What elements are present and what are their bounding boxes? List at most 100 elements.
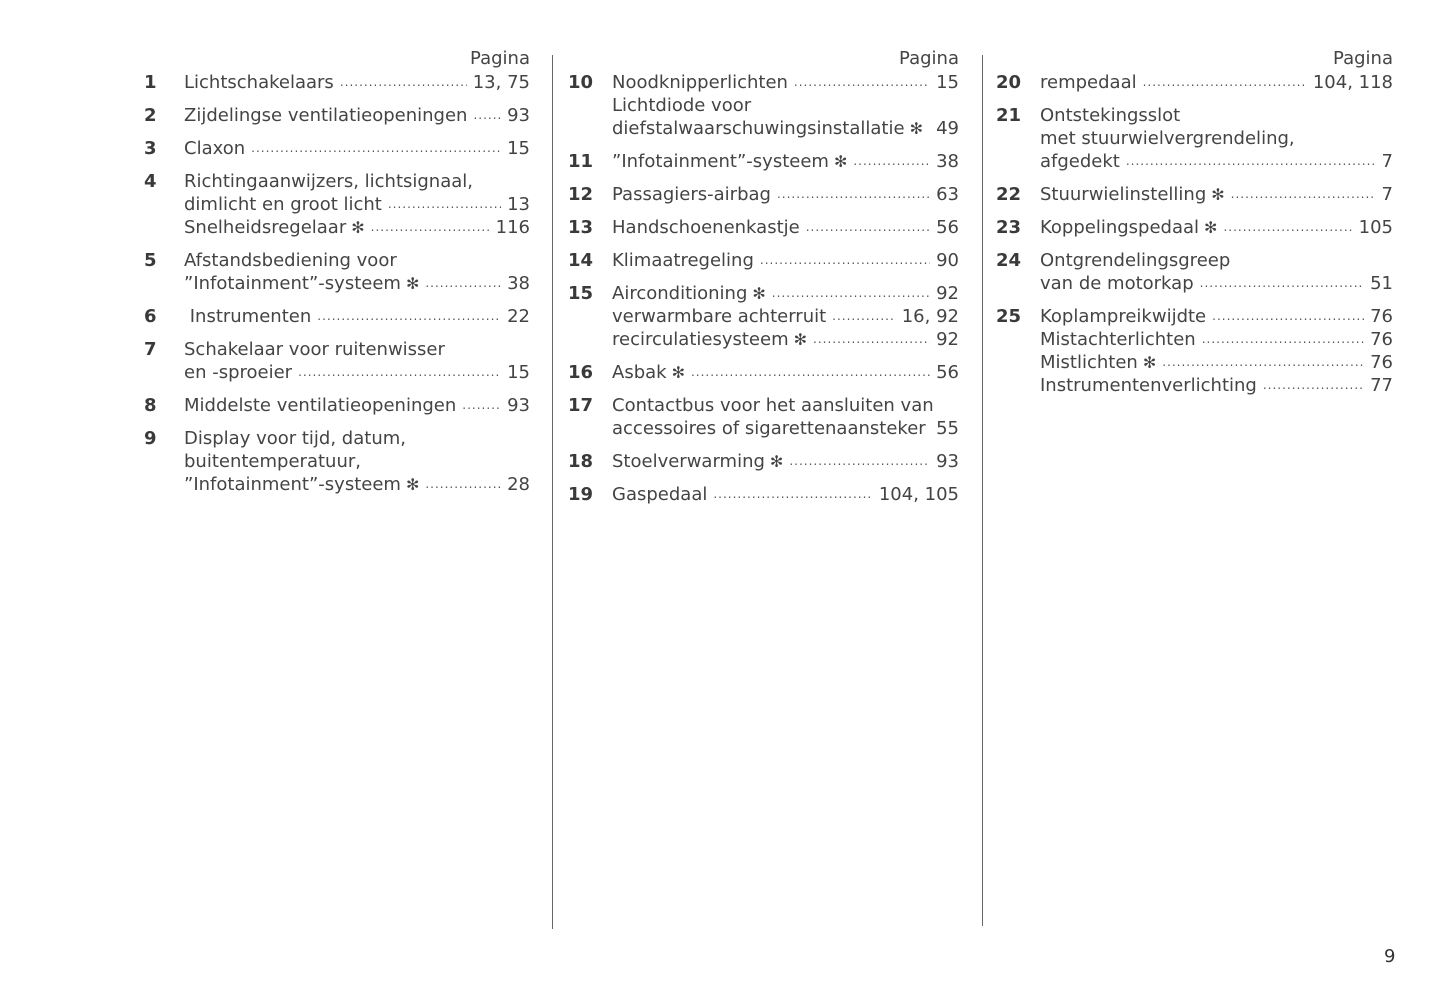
entry-lines: Asbak✻ 56: [612, 361, 959, 384]
entry-number: 6: [144, 306, 157, 327]
entry-number: 3: [144, 138, 157, 159]
entry-number: 20: [996, 72, 1022, 93]
column-2: Pagina 10 Noodknipperlichten 15 Lichtdiode v…: [568, 47, 959, 516]
page-reference: 76: [1370, 329, 1393, 350]
page-reference: 7: [1381, 184, 1393, 205]
entry-text: diefstalwaarschuwingsinstallatie: [612, 118, 905, 139]
entry-text: Stuurwielinstelling: [1040, 184, 1207, 205]
entry-line: ”Infotainment”-systeem✻ 28: [184, 473, 530, 496]
page-reference: 7: [1381, 151, 1393, 172]
entry-lines: Stoelverwarming✻ 93: [612, 450, 959, 473]
page-reference: 51: [1370, 273, 1393, 294]
entry-lines: Lichtschakelaars 13, 75: [184, 71, 530, 94]
entry-text: Instrumentenverlichting: [1040, 375, 1257, 396]
entry-line: Display voor tijd, datum,: [184, 427, 530, 450]
page-reference: 15: [936, 72, 959, 93]
entry-text: Zijdelingse ventilatieopeningen: [184, 105, 468, 126]
dot-leader: [760, 249, 930, 272]
dot-leader: [1143, 71, 1307, 94]
entry-line: Stuurwielinstelling✻ 7: [1040, 183, 1393, 206]
entry-number: 14: [568, 250, 594, 271]
page-reference: 15: [507, 362, 530, 383]
index-entry: 17 Contactbus voor het aansluiten van acce…: [568, 394, 959, 440]
dot-leader: [317, 305, 501, 328]
page-reference: 38: [507, 273, 530, 294]
entry-text: Ontstekingsslot: [1040, 105, 1181, 126]
column-header-pagina: Pagina: [899, 48, 959, 69]
entry-text: Lichtschakelaars: [184, 72, 334, 93]
dot-leader: [371, 216, 490, 239]
entry-number: 17: [568, 395, 594, 416]
index-entry: 1 Lichtschakelaars 13, 75: [140, 71, 530, 94]
entry-lines: Display voor tijd, datum, buitentemperatu…: [184, 427, 530, 496]
page-reference: 104, 118: [1312, 72, 1393, 93]
entry-line: buitentemperatuur,: [184, 450, 530, 473]
page-reference: 76: [1370, 306, 1393, 327]
optional-equipment-star-icon: ✻: [752, 284, 766, 303]
entry-text: Schakelaar voor ruitenwisser: [184, 339, 445, 360]
entry-line: Lichtdiode voor: [612, 94, 959, 117]
entry-lines: Koppelingspedaal✻ 105: [1040, 216, 1393, 239]
entry-number: 11: [568, 151, 594, 172]
entry-lines: ”Infotainment”-systeem✻ 38: [612, 150, 959, 173]
entry-number: 5: [144, 250, 157, 271]
entry-line: Middelste ventilatieopeningen 93: [184, 394, 530, 417]
entry-lines: Claxon 15: [184, 137, 530, 160]
dot-leader: [1162, 351, 1364, 374]
optional-equipment-star-icon: ✻: [769, 452, 784, 471]
dot-leader: [789, 450, 930, 473]
column-3: Pagina 20 rempedaal 104, 118 21 Ontstekingssl…: [996, 47, 1393, 407]
entry-line: Richtingaanwijzers, lichtsignaal,: [184, 170, 530, 193]
index-entry: 23 Koppelingspedaal✻ 105: [996, 216, 1393, 239]
entry-text: afgedekt: [1040, 151, 1120, 172]
entry-number: 10: [568, 72, 594, 93]
column-header-pagina: Pagina: [1333, 48, 1393, 69]
index-entry: 14 Klimaatregeling 90: [568, 249, 959, 272]
dot-leader: [806, 216, 930, 239]
dot-leader: [1223, 216, 1352, 239]
page-reference: 76: [1370, 352, 1393, 373]
entry-number: 7: [144, 339, 157, 360]
index-entry: 16 Asbak✻ 56: [568, 361, 959, 384]
entry-number: 23: [996, 217, 1022, 238]
entry-line: rempedaal 104, 118: [1040, 71, 1393, 94]
entry-number: 1: [144, 72, 157, 93]
entry-line: met stuurwielvergrendeling,: [1040, 127, 1393, 150]
entry-lines: Passagiers-airbag 63: [612, 183, 959, 206]
entry-lines: Contactbus voor het aansluiten van access…: [612, 394, 959, 440]
entry-text: Middelste ventilatieopeningen: [184, 395, 457, 416]
entry-line: en -sproeier 15: [184, 361, 530, 384]
optional-equipment-star-icon: ✻: [833, 152, 848, 171]
entry-text: Koppelingspedaal: [1040, 217, 1200, 238]
index-entry: 25 Koplampreikwijdte 76 Mistachterlichten 76…: [996, 305, 1393, 397]
index-entry: 5 Afstandsbediening voor ”Infotainment”-sy…: [140, 249, 530, 295]
index-entry: 21 Ontstekingsslot met stuurwielvergrendel…: [996, 104, 1393, 173]
entry-text: Mistlichten: [1040, 352, 1138, 373]
entry-text: ”Infotainment”-systeem: [612, 151, 829, 172]
entry-lines: Gaspedaal 104, 105: [612, 483, 959, 506]
page-reference: 38: [936, 151, 959, 172]
dot-leader: [777, 183, 930, 206]
page-reference: 56: [936, 217, 959, 238]
index-entry: 3 Claxon 15: [140, 137, 530, 160]
column-header-pagina: Pagina: [470, 48, 530, 69]
index-entry: 9 Display voor tijd, datum, buitentemperat…: [140, 427, 530, 496]
dot-leader: [425, 272, 501, 295]
entry-line: Noodknipperlichten 15: [612, 71, 959, 94]
index-entry: 11 ”Infotainment”-systeem✻ 38: [568, 150, 959, 173]
index-entry: 6 Instrumenten 22: [140, 305, 530, 328]
entry-line: Stoelverwarming✻ 93: [612, 450, 959, 473]
entry-line: accessoires of sigarettenaansteker 55: [612, 417, 959, 440]
entry-line: ”Infotainment”-systeem✻ 38: [612, 150, 959, 173]
dot-leader: [853, 150, 930, 173]
entry-text: Handschoenenkastje: [612, 217, 800, 238]
dot-leader: [794, 71, 930, 94]
dot-leader: [425, 473, 501, 496]
column-1: Pagina 1 Lichtschakelaars 13, 75 2 Zijdelings…: [140, 47, 530, 506]
entry-lines: Stuurwielinstelling✻ 7: [1040, 183, 1393, 206]
entry-line: Gaspedaal 104, 105: [612, 483, 959, 506]
entry-line: Lichtschakelaars 13, 75: [184, 71, 530, 94]
entry-text: Claxon: [184, 138, 246, 159]
entry-text: dimlicht en groot licht: [184, 194, 382, 215]
dot-leader: [813, 328, 930, 351]
